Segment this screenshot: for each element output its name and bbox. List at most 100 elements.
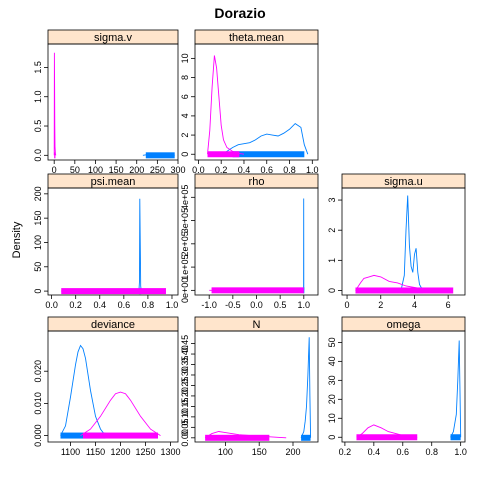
panel-title: psi.mean [91,176,136,188]
density-line-a [400,195,424,291]
rug-marks-a [145,152,175,159]
y-tick-label: 2 [327,228,337,233]
y-tick-label: 0.20 [180,387,190,405]
y-tick-label: 0.40 [180,345,190,363]
panel-sigma-v: sigma.v 0 50 100 150 200 250 300 0.0 0.5 1.0 1.5 [33,29,186,175]
x-tick-label: 250 [150,165,165,175]
y-tick-label: 10 [327,413,337,423]
density-line-a [60,344,106,436]
y-tick-label: 0.5 [33,120,43,133]
density-line-a [302,198,305,291]
rug-marks-b [207,151,240,158]
x-tick-label: 1.0 [306,165,319,175]
x-tick-label: 0.0 [250,300,263,310]
panel-title: theta.mean [229,32,284,44]
rug-marks-b [61,288,166,295]
panel-theta-mean: theta.mean 0.0 0.2 0.4 0.6 0.8 1.0 0 2 4 6 8 10 [180,29,319,175]
panel-rho: rho -1.0 -0.5 0.0 0.5 1.0 0e+001e+052e+053e+05… [180,173,319,310]
density-line-b [207,55,245,155]
x-tick-label: 0 [345,300,350,310]
panel-title: sigma.u [384,176,423,188]
panel-title: omega [387,319,422,331]
panel-frame [47,43,179,161]
panel-title: deviance [91,319,135,331]
x-tick-label: 0.8 [425,447,438,457]
x-tick-label: 200 [285,447,300,457]
y-tick-label: 0e+00 [180,278,190,303]
x-tick-label: 150 [252,447,267,457]
rug-marks-a [301,434,311,441]
panel-frame [194,43,319,161]
x-tick-label: 1300 [160,447,180,457]
y-tick-label: 2 [180,133,190,138]
y-tick-label: 0.00 [180,429,190,447]
x-tick-label: 1.0 [166,300,179,310]
panel-omega: omega 0.2 0.4 0.6 0.8 1.0 0 10 20 30 40 50 [327,316,467,457]
x-tick-label: 0.2 [69,300,82,310]
y-tick-label: 0.10 [180,408,190,426]
x-tick-label: 0.4 [238,165,251,175]
x-tick-label: 50 [70,165,80,175]
y-tick-label: 0 [33,289,43,294]
y-tick-label: 20 [327,394,337,404]
x-tick-label: 0.6 [260,165,273,175]
y-tick-label: 0.000 [33,424,43,447]
y-tick-label: 0 [180,152,190,157]
x-tick-label: 0.4 [94,300,107,310]
y-tick-label: 50 [327,337,337,347]
x-tick-label: 300 [170,165,185,175]
y-tick-label: 0.05 [180,419,190,437]
x-tick-label: 0.0 [45,300,58,310]
y-tick-label: 50 [33,262,43,272]
panel-sigma-u: sigma.u 0 2 4 6 0 1 2 3 [327,173,466,310]
rug-marks-b [355,287,454,294]
y-tick-label: 0.45 [180,335,190,353]
x-tick-label: 100 [88,165,103,175]
y-tick-label: 30 [327,375,337,385]
rug-marks-a [303,287,305,294]
rug-marks-b [356,434,418,441]
y-tick-label: 0.15 [180,398,190,416]
rug-marks-b [54,152,56,159]
x-tick-label: -1.0 [201,300,217,310]
y-tick-label: 0.020 [33,360,43,383]
y-tick-label: 0.0 [33,149,43,162]
panel-frame [341,187,466,296]
y-tick-label: 1e+05 [180,254,190,279]
panel-frame [341,330,466,443]
y-tick-label: 4e+05 [180,185,190,210]
y-tick-label: 150 [33,211,43,226]
x-tick-label: 0.6 [118,300,131,310]
x-tick-label: 100 [218,447,233,457]
x-tick-label: -0.5 [225,300,241,310]
chart-title: Dorazio [214,5,265,21]
panel-title: N [253,319,261,331]
y-axis-label: Density [11,221,23,258]
rug-marks-a [232,151,305,158]
density-line-b [204,431,287,439]
rug-marks-b [83,432,158,439]
panel-title: sigma.v [94,32,132,44]
density-line-a [300,337,312,438]
x-tick-label: 1.0 [454,447,467,457]
density-line-a [138,198,142,292]
x-tick-label: 150 [109,165,124,175]
panel-frame [47,187,179,296]
y-tick-label: 0.35 [180,356,190,374]
x-tick-label: 0.5 [274,300,287,310]
y-tick-label: 0.010 [33,392,43,415]
x-tick-label: 1150 [86,447,105,457]
panel-frame [194,187,319,296]
rug-marks-a [450,434,461,441]
y-tick-label: 1 [327,258,337,263]
x-tick-label: 1100 [61,447,80,457]
density-line-a [450,340,462,438]
rug-marks-b [211,287,304,294]
y-tick-label: 8 [180,75,190,80]
x-tick-label: 4 [412,300,417,310]
y-tick-label: 40 [327,356,337,366]
y-tick-label: 0.30 [180,366,190,384]
panel-frame [194,330,319,443]
y-tick-label: 1.5 [33,61,43,74]
